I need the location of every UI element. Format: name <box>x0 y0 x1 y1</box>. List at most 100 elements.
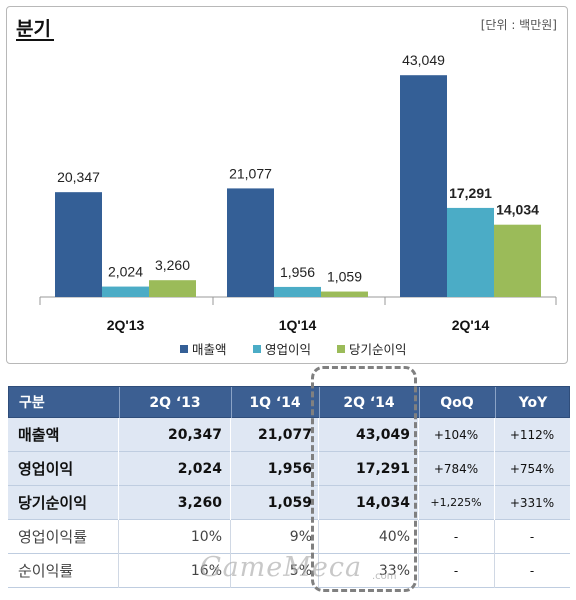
data-label: 21,077 <box>229 165 272 181</box>
bar-2q14-series-3 <box>494 224 541 297</box>
legend-label: 당기순이익 <box>349 342 407 357</box>
category-label: 2Q'14 <box>452 317 490 333</box>
cell-1q14: 9% <box>289 529 312 545</box>
legend-swatch <box>337 345 345 353</box>
cell-qoq: +104% <box>433 428 479 442</box>
row-divider <box>118 452 119 486</box>
table-row: 영업이익률 10% 9% 40% - - <box>8 520 570 554</box>
row-divider <box>318 520 319 554</box>
watermark-suffix: .com <box>372 571 397 582</box>
table-header: 구분 2Q ‘13 1Q ‘14 2Q ‘14 QoQ YoY <box>8 386 570 419</box>
header-divider <box>319 387 320 419</box>
cell-2q14: 17,291 <box>355 461 410 477</box>
header-cell-qoq: QoQ <box>440 395 474 411</box>
row-divider <box>118 554 119 588</box>
row-divider <box>318 418 319 452</box>
table-row: 당기순이익 3,260 1,059 14,034 +1,225% +331% <box>8 486 570 520</box>
legend-label: 매출액 <box>192 342 227 357</box>
table-row: 순이익률 16% 5% 33% - - <box>8 554 570 588</box>
row-divider <box>230 520 231 554</box>
row-divider <box>494 486 495 520</box>
header-divider <box>495 387 496 419</box>
header-divider <box>119 387 120 419</box>
row-divider <box>418 418 419 452</box>
cell-yoy: +331% <box>509 496 555 510</box>
table-row: 매출액 20,347 21,077 43,049 +104% +112% <box>8 418 570 452</box>
cell-2q14: 43,049 <box>355 427 410 443</box>
bar-1q14-series-1 <box>227 188 274 297</box>
cell-1q14: 5% <box>289 563 312 579</box>
header-cell-category: 구분 <box>19 395 45 411</box>
cell-1q14: 21,077 <box>257 427 312 443</box>
data-label: 2,024 <box>108 264 143 280</box>
cell-yoy: - <box>529 530 535 544</box>
category-label: 1Q'14 <box>279 317 317 333</box>
bar-1q14-series-3 <box>321 291 368 297</box>
cell-2q13: 2,024 <box>177 461 222 477</box>
cell-2q14: 33% <box>378 563 410 579</box>
row-label: 영업이익 <box>18 460 74 478</box>
header-divider <box>231 387 232 419</box>
row-divider <box>118 418 119 452</box>
bar-1q14-series-2 <box>274 286 321 297</box>
row-divider <box>494 418 495 452</box>
row-divider <box>118 486 119 520</box>
legend-swatch <box>253 345 261 353</box>
chart-panel: 분기 [단위 : 백만원] <box>6 6 568 364</box>
row-divider <box>230 486 231 520</box>
legend-label: 영업이익 <box>265 342 311 357</box>
cell-2q13: 20,347 <box>167 427 222 443</box>
cell-2q13: 3,260 <box>177 495 222 511</box>
watermark-logo: GameMeca <box>200 552 363 583</box>
row-label: 매출액 <box>18 426 60 444</box>
cell-2q13: 10% <box>190 529 222 545</box>
cell-qoq: +1,225% <box>430 496 482 509</box>
header-divider <box>419 387 420 419</box>
bar-2q13-series-2 <box>102 286 149 297</box>
cell-qoq: +784% <box>433 462 479 476</box>
data-label: 3,260 <box>155 257 190 273</box>
data-label: 14,034 <box>496 202 539 218</box>
bar-2q13-series-1 <box>55 192 102 297</box>
header-cell-2q13: 2Q ‘13 <box>149 395 201 411</box>
data-label: 43,049 <box>402 52 445 68</box>
title-underline <box>16 39 54 41</box>
data-label: 17,291 <box>449 185 492 201</box>
row-divider <box>494 520 495 554</box>
header-cell-yoy: YoY <box>518 395 548 411</box>
unit-note: [단위 : 백만원] <box>480 18 557 32</box>
table-row: 영업이익 2,024 1,956 17,291 +784% +754% <box>8 452 570 486</box>
chart-title: 분기 <box>16 18 51 40</box>
cell-2q13: 16% <box>190 563 222 579</box>
category-label: 2Q'13 <box>107 317 145 333</box>
row-divider <box>318 486 319 520</box>
cell-yoy: +112% <box>509 428 555 442</box>
bar-2q14-series-2 <box>447 207 494 297</box>
row-divider <box>318 554 319 588</box>
cell-qoq: - <box>453 530 459 544</box>
cell-1q14: 1,956 <box>267 461 312 477</box>
row-label: 순이익률 <box>18 562 74 580</box>
cell-yoy: +754% <box>509 462 555 476</box>
cell-2q14: 40% <box>378 529 410 545</box>
row-divider <box>418 520 419 554</box>
financial-table: 구분 2Q ‘13 1Q ‘14 2Q ‘14 QoQ YoY 매출액 20,3… <box>8 386 570 590</box>
row-divider <box>494 554 495 588</box>
bar-2q14-series-1 <box>400 75 447 297</box>
row-divider <box>230 452 231 486</box>
row-divider <box>418 486 419 520</box>
row-divider <box>494 452 495 486</box>
row-label: 영업이익률 <box>18 528 88 546</box>
data-label: 1,956 <box>280 264 315 280</box>
data-label: 20,347 <box>57 169 100 185</box>
row-divider <box>418 554 419 588</box>
header-cell-1q14: 1Q ‘14 <box>249 395 301 411</box>
row-divider <box>318 452 319 486</box>
header-cell-2q14: 2Q ‘14 <box>343 395 395 411</box>
row-divider <box>230 418 231 452</box>
cell-qoq: - <box>453 564 459 578</box>
cell-1q14: 1,059 <box>267 495 312 511</box>
data-label: 1,059 <box>327 269 362 285</box>
cell-yoy: - <box>529 564 535 578</box>
row-divider <box>118 520 119 554</box>
